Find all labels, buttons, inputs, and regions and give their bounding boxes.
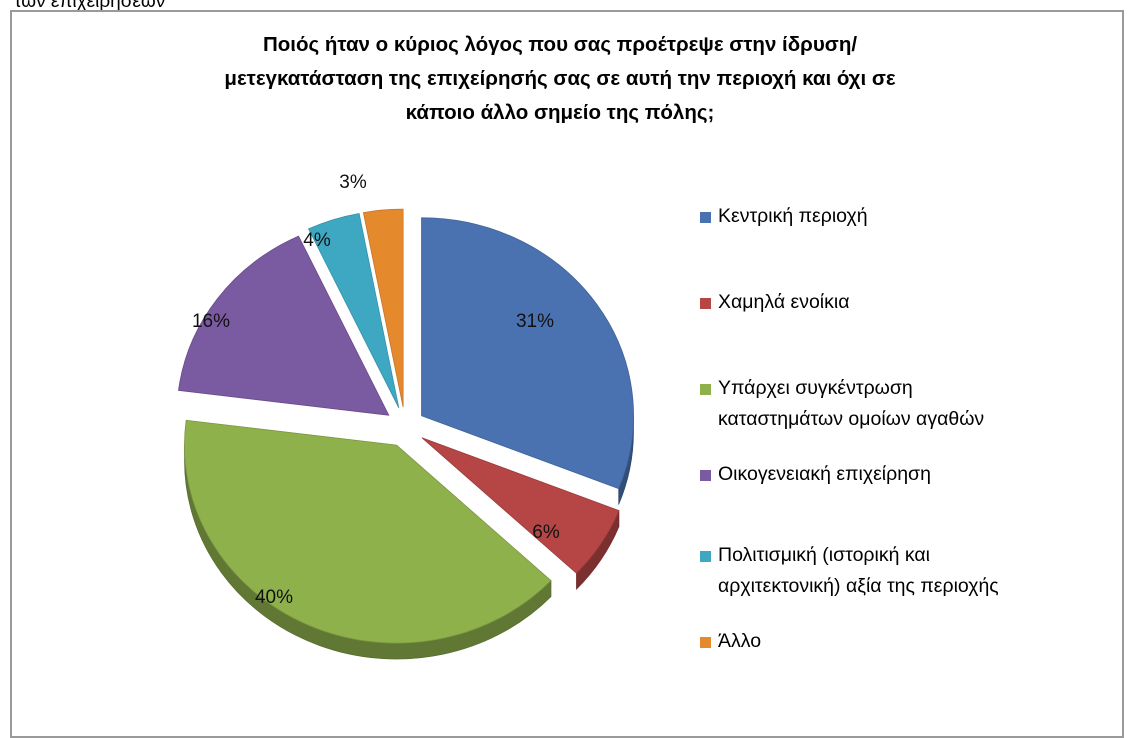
data-label-chamila-enoikia: 6% xyxy=(532,522,560,543)
chart-title-line-2: μετεγκατάσταση της επιχείρησής σας σε αυ… xyxy=(224,67,896,90)
pie-data-labels: 31% 6% 40% 16% 4% 3% xyxy=(192,172,560,608)
legend-label: Χαμηλά ενοίκια xyxy=(718,291,850,313)
data-label-politismiki: 4% xyxy=(303,230,331,251)
pie-slice-allo xyxy=(362,208,404,408)
legend-label: Πολιτισμική (ιστορική και αρχιτεκτονική)… xyxy=(718,544,999,597)
pie-slice-politismiki xyxy=(308,213,400,409)
legend-label: Οικογενειακή επιχείρηση xyxy=(718,463,931,485)
chart-title-line-3: κάποιο άλλο σημείο της πόλης; xyxy=(405,101,715,124)
legend-swatch xyxy=(700,551,711,562)
chart-title-line-1: Ποιός ήταν ο κύριος λόγος που σας προέτρ… xyxy=(262,33,858,56)
legend-label: Κεντρική περιοχή xyxy=(718,205,868,227)
pie-slice-chamila-enoikia xyxy=(421,437,620,574)
legend-swatch xyxy=(700,384,711,395)
legend-item-kentriki: Κεντρική περιοχή xyxy=(700,201,868,232)
legend-item-chamila-enoikia: Χαμηλά ενοίκια xyxy=(700,287,849,318)
data-label-kentriki: 31% xyxy=(516,311,554,332)
pie-slice-oikogeneiaki xyxy=(178,235,390,416)
legend-label: Υπάρχει συγκέντρωση καταστημάτων ομοίων … xyxy=(718,377,985,430)
data-label-oikogeneiaki: 16% xyxy=(192,311,230,332)
legend-item-oikogeneiaki: Οικογενειακή επιχείρηση xyxy=(700,459,931,490)
legend-swatch xyxy=(700,470,711,481)
legend-swatch xyxy=(700,637,711,648)
page-text-fragment: των επιχειρήσεων xyxy=(14,0,166,12)
legend-item-allo: Άλλο xyxy=(700,626,761,657)
legend-swatch xyxy=(700,298,711,309)
pie-slice-sygkentrosi xyxy=(184,419,552,644)
chart-title: Ποιός ήταν ο κύριος λόγος που σας προέτρ… xyxy=(110,28,1010,130)
pie-slice-tops xyxy=(178,208,634,644)
legend-item-sygkentrosi: Υπάρχει συγκέντρωση καταστημάτων ομοίων … xyxy=(700,373,984,435)
legend-label: Άλλο xyxy=(718,630,762,652)
data-label-sygkentrosi: 40% xyxy=(255,587,293,608)
pie-slice-kentriki xyxy=(421,217,634,490)
legend-swatch xyxy=(700,212,711,223)
legend-item-politismiki: Πολιτισμική (ιστορική και αρχιτεκτονική)… xyxy=(700,540,999,602)
data-label-allo: 3% xyxy=(339,172,367,193)
